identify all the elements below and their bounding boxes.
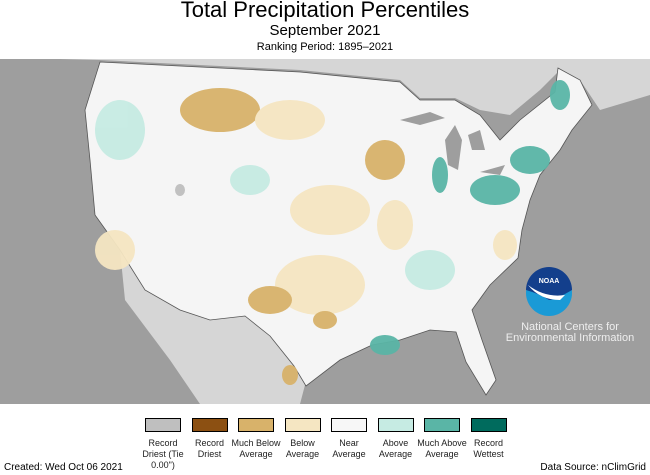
legend-item: Much Below Average <box>221 418 291 460</box>
noaa-logo: NOAA <box>526 267 572 316</box>
legend-item: Below Average <box>268 418 338 460</box>
precipitation-anomaly-regions <box>95 80 570 385</box>
legend-swatch <box>377 418 414 432</box>
legend-swatch <box>145 418 181 432</box>
ranking-period: Ranking Period: 1895–2021 <box>256 41 394 53</box>
map-title: Total Precipitation Percentiles <box>180 0 470 22</box>
precipitation-map: NOAA <box>0 59 650 404</box>
ncei-label: National Centers for Environmental Infor… <box>505 321 635 344</box>
legend-label: Above Average <box>378 438 413 459</box>
mexico-landmass <box>120 250 305 404</box>
legend-label: Much Above Average <box>417 438 467 459</box>
legend-item: Record Wettest <box>454 418 524 460</box>
map-subtitle: September 2021 <box>269 22 381 39</box>
created-date: Created: Wed Oct 06 2021 <box>4 462 123 473</box>
legend-swatch <box>331 418 367 432</box>
data-source: Data Source: nClimGrid <box>540 462 646 473</box>
legend-swatch <box>238 418 274 432</box>
canada-landmass <box>60 59 650 115</box>
legend-label: Much Below Average <box>231 438 281 459</box>
legend-item: Near Average <box>314 418 384 460</box>
great-lakes <box>400 112 505 175</box>
svg-text:NOAA: NOAA <box>539 278 560 285</box>
legend-swatch <box>284 418 321 432</box>
legend-swatch <box>424 418 460 432</box>
legend-swatch <box>191 418 228 432</box>
legend-swatch <box>470 418 507 432</box>
legend-item: Record Driest <box>175 418 245 460</box>
legend-item: Much Above Average <box>407 418 477 460</box>
legend-item: Record Driest (Tie 0.00") <box>128 418 198 471</box>
legend-item: Above Average <box>361 418 431 460</box>
legend-label: Record Wettest <box>473 438 504 459</box>
legend-label: Record Driest (Tie 0.00") <box>142 438 184 470</box>
legend-label: Below Average <box>285 438 320 459</box>
legend-label: Near Average <box>332 438 366 459</box>
legend-label: Record Driest <box>194 438 224 459</box>
